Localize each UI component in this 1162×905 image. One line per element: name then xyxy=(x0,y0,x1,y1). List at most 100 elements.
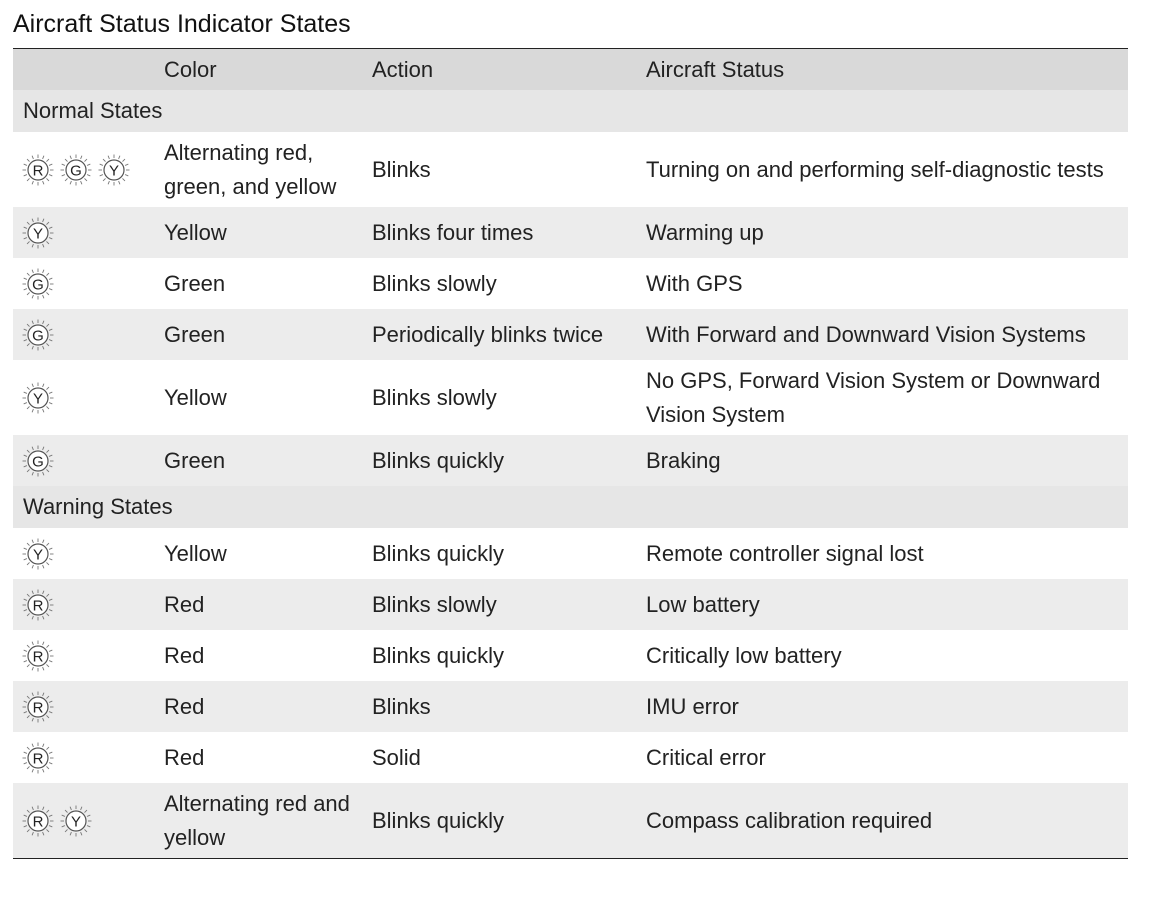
status-cell: Braking xyxy=(646,447,721,473)
table-row: R Red Blinks quickly Critically low battery xyxy=(13,630,1128,681)
color-cell: Yellow xyxy=(164,540,227,566)
section-row: Warning States xyxy=(13,486,1128,528)
page-title: Aircraft Status Indicator States xyxy=(13,10,351,38)
status-cell: Warming up xyxy=(646,219,764,245)
status-cell: With Forward and Downward Vision Systems xyxy=(646,321,1086,347)
led-red-icon: R xyxy=(21,588,55,622)
led-red-icon: R xyxy=(21,690,55,724)
section-row: Normal States xyxy=(13,90,1128,132)
svg-text:R: R xyxy=(33,750,44,767)
led-yellow-icon: Y xyxy=(21,216,55,250)
led-green-icon: G xyxy=(59,153,93,187)
header-action: Action xyxy=(372,56,434,82)
table-row: Y Yellow Blinks quickly Remote controller s… xyxy=(13,528,1128,579)
action-cell: Blinks slowly xyxy=(372,384,497,410)
indicator-icons: Y xyxy=(13,537,164,571)
svg-text:R: R xyxy=(33,648,44,665)
status-cell: Low battery xyxy=(646,591,760,617)
header-aircraft-status: Aircraft Status xyxy=(646,56,785,82)
led-green-icon: G xyxy=(21,267,55,301)
svg-text:R: R xyxy=(33,699,44,716)
status-table: Color Action Aircraft Status Normal Stat… xyxy=(13,48,1128,859)
color-cell: Green xyxy=(164,270,226,296)
table-row: G Green Blinks quickly Braking xyxy=(13,435,1128,486)
svg-text:Y: Y xyxy=(33,225,43,242)
action-cell: Blinks quickly xyxy=(372,540,505,566)
led-red-icon: R xyxy=(21,741,55,775)
indicator-icons: Y xyxy=(13,381,164,415)
color-cell: Green xyxy=(164,447,226,473)
led-green-icon: G xyxy=(21,318,55,352)
svg-text:G: G xyxy=(32,276,44,293)
color-cell: Green xyxy=(164,321,226,347)
table-row: Y Yellow Blinks four times Warming up xyxy=(13,207,1128,258)
table-row: Y Yellow Blinks slowly No GPS, Forward Visi… xyxy=(13,360,1128,435)
color-cell: Red xyxy=(164,744,205,770)
svg-text:G: G xyxy=(32,327,44,344)
indicator-icons: G xyxy=(13,318,164,352)
led-yellow-icon: Y xyxy=(97,153,131,187)
svg-text:Y: Y xyxy=(33,546,43,563)
status-cell: Critically low battery xyxy=(646,642,842,668)
table-row: R G Y Alternating red, green, and yellow Bli… xyxy=(13,132,1128,207)
action-cell: Blinks slowly xyxy=(372,591,497,617)
indicator-icons: Y xyxy=(13,216,164,250)
table-header: Color Action Aircraft Status xyxy=(13,49,1128,90)
svg-text:R: R xyxy=(33,162,44,179)
color-cell: Red xyxy=(164,693,205,719)
action-cell: Blinks slowly xyxy=(372,270,497,296)
action-cell: Blinks xyxy=(372,693,431,719)
svg-text:G: G xyxy=(32,453,44,470)
table-row: R Red Solid Critical error xyxy=(13,732,1128,783)
svg-text:Y: Y xyxy=(33,390,43,407)
action-cell: Blinks xyxy=(372,156,431,182)
led-red-icon: R xyxy=(21,639,55,673)
status-cell: Remote controller signal lost xyxy=(646,540,924,566)
action-cell: Blinks quickly xyxy=(372,807,505,833)
color-cell: Red xyxy=(164,591,205,617)
led-red-icon: R xyxy=(21,153,55,187)
indicator-icons: G xyxy=(13,267,164,301)
status-cell: No GPS, Forward Vision System or Downwar… xyxy=(646,367,1101,427)
action-cell: Solid xyxy=(372,744,421,770)
table-row: R Red Blinks IMU error xyxy=(13,681,1128,732)
table-row: G Green Periodically blinks twice With Forw… xyxy=(13,309,1128,360)
svg-text:G: G xyxy=(70,162,82,179)
status-cell: Critical error xyxy=(646,744,766,770)
color-cell: Yellow xyxy=(164,219,227,245)
color-cell: Alternating red and yellow xyxy=(164,790,350,850)
led-yellow-icon: Y xyxy=(21,381,55,415)
svg-text:R: R xyxy=(33,813,44,830)
color-cell: Alternating red, green, and yellow xyxy=(164,139,337,199)
table-row: R Red Blinks slowly Low battery xyxy=(13,579,1128,630)
led-yellow-icon: Y xyxy=(59,804,93,838)
indicator-icons: R xyxy=(13,690,164,724)
table-row: R Y Alternating red and yellow Blinks quick… xyxy=(13,783,1128,858)
led-red-icon: R xyxy=(21,804,55,838)
svg-text:Y: Y xyxy=(71,813,81,830)
action-cell: Periodically blinks twice xyxy=(372,321,604,347)
status-cell: IMU error xyxy=(646,693,739,719)
status-cell: With GPS xyxy=(646,270,743,296)
table-row: G Green Blinks slowly With GPS xyxy=(13,258,1128,309)
color-cell: Red xyxy=(164,642,205,668)
action-cell: Blinks four times xyxy=(372,219,534,245)
action-cell: Blinks quickly xyxy=(372,642,505,668)
indicator-icons: G xyxy=(13,444,164,478)
action-cell: Blinks quickly xyxy=(372,447,505,473)
led-yellow-icon: Y xyxy=(21,537,55,571)
status-cell: Turning on and performing self-diagnosti… xyxy=(646,156,1104,182)
indicator-icons: R xyxy=(13,588,164,622)
svg-text:Y: Y xyxy=(109,162,119,179)
led-green-icon: G xyxy=(21,444,55,478)
indicator-icons: R xyxy=(13,741,164,775)
color-cell: Yellow xyxy=(164,384,227,410)
status-cell: Compass calibration required xyxy=(646,807,933,833)
section-title: Normal States xyxy=(23,98,163,123)
svg-text:R: R xyxy=(33,597,44,614)
section-title: Warning States xyxy=(23,494,173,519)
header-color: Color xyxy=(164,56,217,82)
indicator-icons: R xyxy=(13,639,164,673)
